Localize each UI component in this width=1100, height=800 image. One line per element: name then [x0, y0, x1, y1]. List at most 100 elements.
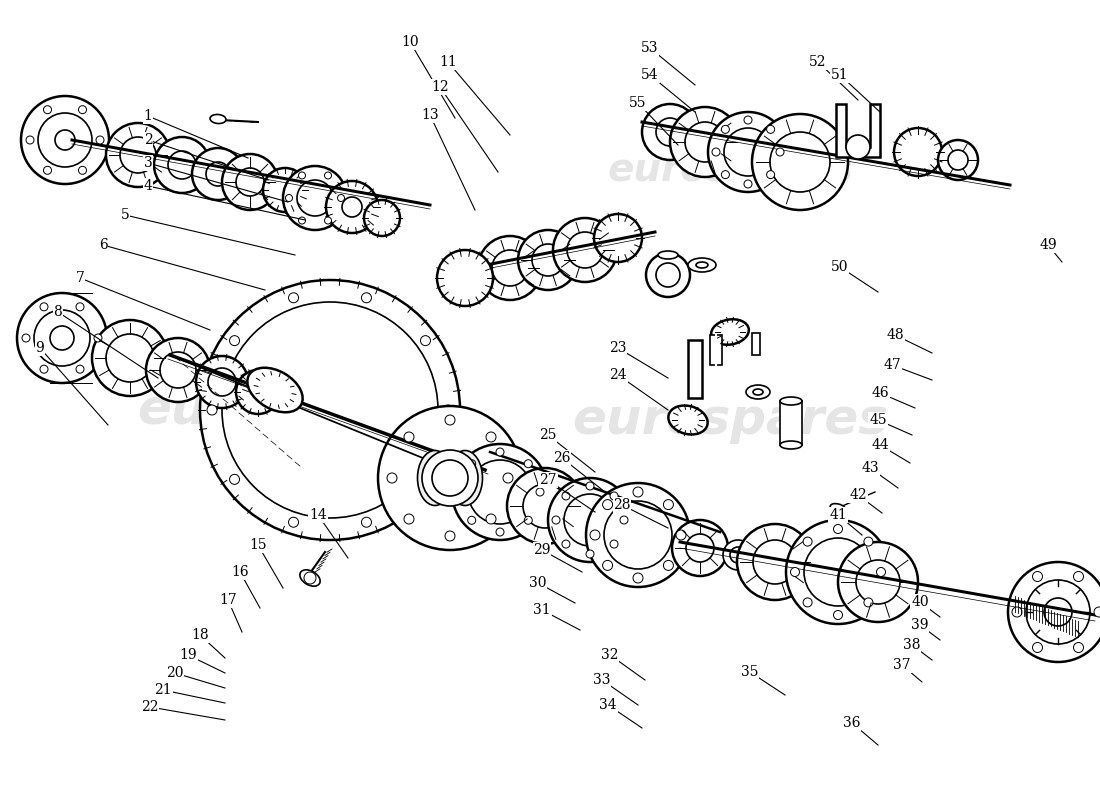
Circle shape [404, 514, 414, 524]
Ellipse shape [688, 258, 716, 272]
Text: 8: 8 [54, 305, 63, 319]
Circle shape [206, 162, 230, 186]
Text: 5: 5 [121, 208, 130, 222]
Text: 43: 43 [861, 461, 879, 475]
Circle shape [55, 130, 75, 150]
Circle shape [525, 516, 532, 524]
Circle shape [603, 561, 613, 570]
Circle shape [1012, 607, 1022, 617]
Circle shape [744, 180, 752, 188]
Circle shape [297, 180, 333, 216]
Circle shape [938, 140, 978, 180]
Text: 24: 24 [609, 368, 627, 382]
Circle shape [1026, 580, 1090, 644]
Ellipse shape [830, 504, 846, 512]
Circle shape [1074, 642, 1084, 653]
Circle shape [452, 444, 548, 540]
Text: 6: 6 [99, 238, 108, 252]
Circle shape [154, 137, 210, 193]
Circle shape [230, 474, 240, 484]
Text: 35: 35 [741, 665, 759, 679]
Text: 36: 36 [844, 716, 860, 730]
Circle shape [443, 405, 453, 415]
Circle shape [496, 448, 504, 456]
Circle shape [767, 126, 774, 134]
Circle shape [507, 468, 583, 544]
Circle shape [478, 236, 542, 300]
Circle shape [160, 352, 196, 388]
Ellipse shape [746, 385, 770, 399]
Circle shape [106, 334, 154, 382]
Circle shape [92, 320, 168, 396]
Circle shape [44, 106, 52, 114]
Text: 21: 21 [154, 683, 172, 697]
Circle shape [685, 122, 725, 162]
Circle shape [326, 181, 378, 233]
Circle shape [288, 518, 298, 527]
Circle shape [298, 172, 306, 179]
Circle shape [1074, 571, 1084, 582]
Circle shape [846, 135, 870, 159]
Circle shape [420, 336, 430, 346]
Ellipse shape [780, 397, 802, 405]
Ellipse shape [658, 251, 678, 259]
Bar [710, 335, 722, 365]
Circle shape [663, 499, 673, 510]
Ellipse shape [300, 570, 320, 586]
Circle shape [304, 572, 316, 584]
Ellipse shape [712, 319, 749, 345]
Text: 29: 29 [534, 543, 551, 557]
Circle shape [106, 123, 170, 187]
Circle shape [283, 166, 346, 230]
Circle shape [364, 200, 400, 236]
Circle shape [378, 406, 522, 550]
Circle shape [791, 567, 800, 577]
Circle shape [222, 154, 278, 210]
Text: 25: 25 [539, 428, 557, 442]
Text: 38: 38 [903, 638, 921, 652]
Circle shape [877, 567, 886, 577]
Circle shape [362, 293, 372, 302]
Circle shape [566, 232, 603, 268]
Text: 14: 14 [309, 508, 327, 522]
Text: 34: 34 [600, 698, 617, 712]
Circle shape [562, 492, 570, 500]
Text: 48: 48 [887, 328, 904, 342]
Ellipse shape [723, 540, 754, 570]
Circle shape [34, 310, 90, 366]
Circle shape [532, 244, 564, 276]
Circle shape [26, 136, 34, 144]
Circle shape [196, 356, 248, 408]
Circle shape [646, 253, 690, 297]
Circle shape [1008, 562, 1100, 662]
Circle shape [834, 610, 843, 619]
Text: 15: 15 [250, 538, 267, 552]
Circle shape [754, 540, 798, 584]
Circle shape [362, 518, 372, 527]
Text: eurospares: eurospares [138, 386, 453, 434]
Circle shape [21, 96, 109, 184]
Circle shape [404, 432, 414, 442]
Text: 16: 16 [231, 565, 249, 579]
Text: 44: 44 [871, 438, 889, 452]
Text: eurospares: eurospares [572, 396, 888, 444]
Circle shape [446, 531, 455, 541]
Circle shape [656, 118, 684, 146]
Circle shape [663, 561, 673, 570]
Text: 20: 20 [166, 666, 184, 680]
Circle shape [948, 150, 968, 170]
Circle shape [552, 516, 560, 524]
Circle shape [803, 598, 812, 607]
Circle shape [208, 368, 236, 396]
Circle shape [496, 528, 504, 536]
Circle shape [1033, 571, 1043, 582]
Circle shape [603, 499, 613, 510]
Circle shape [670, 107, 740, 177]
Text: 1: 1 [144, 109, 153, 123]
Circle shape [76, 365, 84, 373]
Circle shape [207, 405, 217, 415]
Circle shape [456, 488, 464, 496]
Text: 13: 13 [421, 108, 439, 122]
Text: 27: 27 [539, 473, 557, 487]
Circle shape [486, 514, 496, 524]
